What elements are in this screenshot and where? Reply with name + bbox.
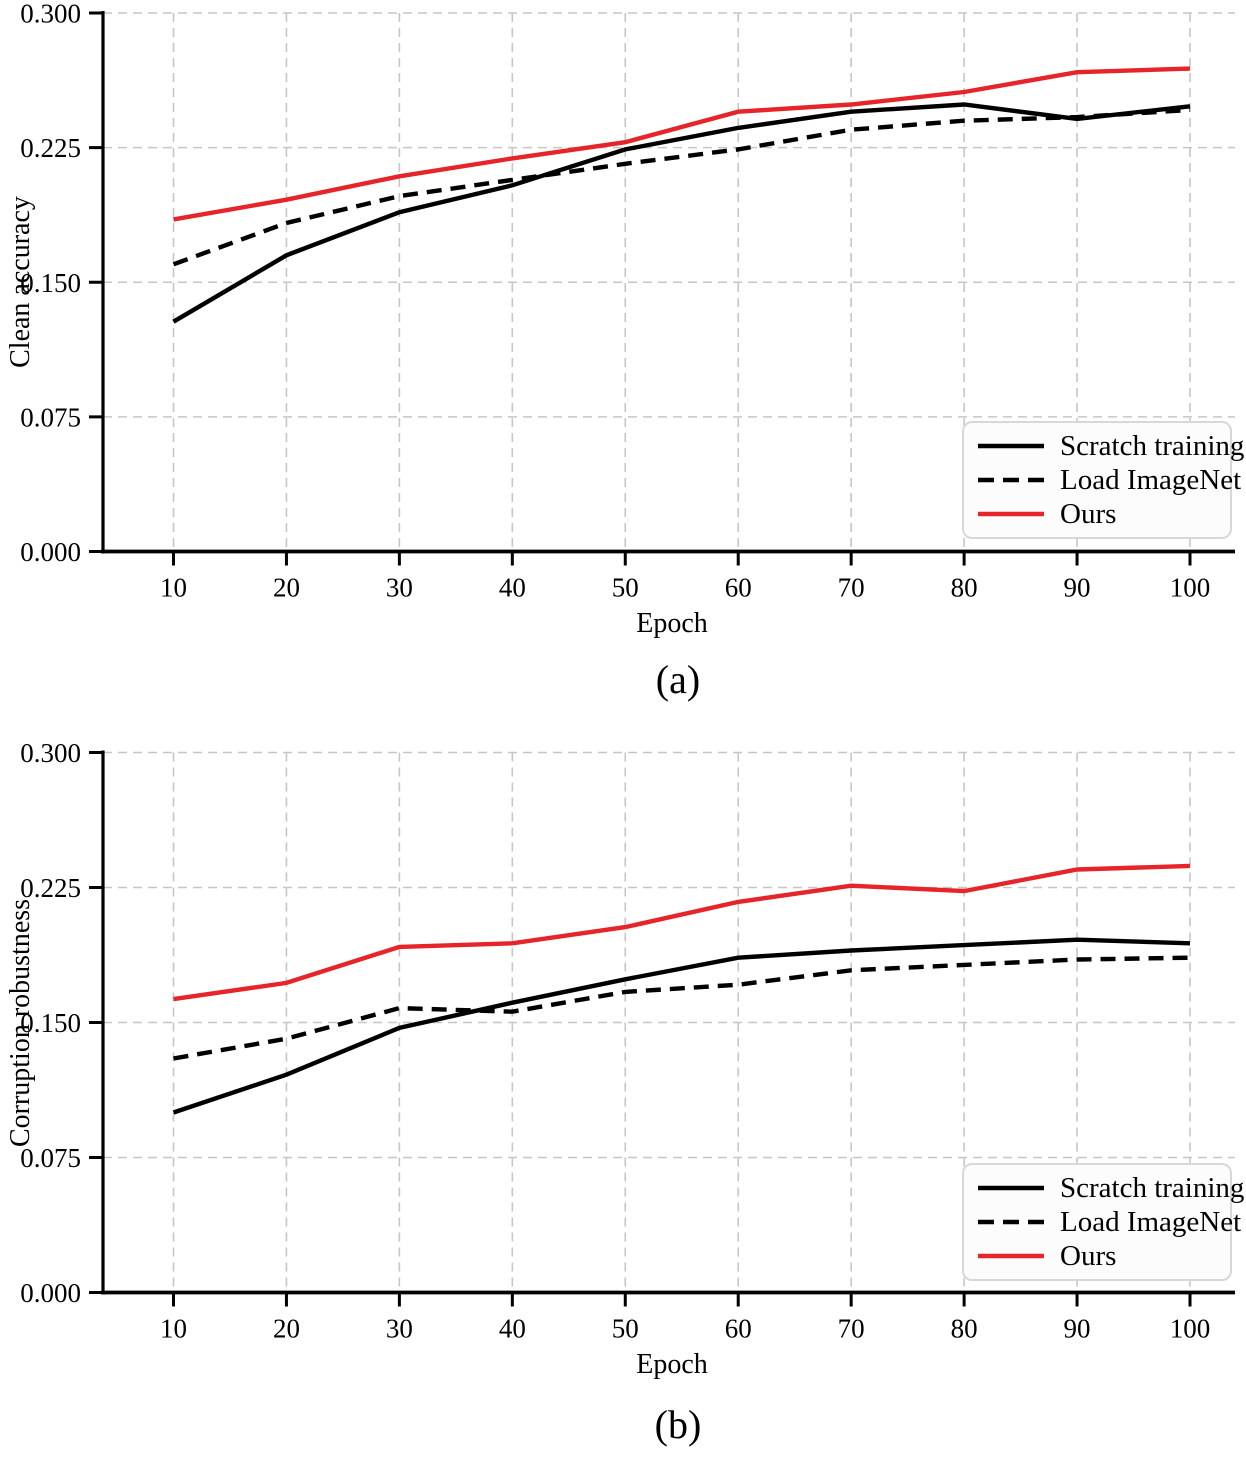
x-tick-label: 10 (160, 573, 187, 603)
x-tick-label: 40 (499, 1314, 526, 1344)
x-tick-label: 50 (612, 573, 639, 603)
chart-a-section: 10 20 30 40 50 60 70 80 90 100 0.000 0.075 0.150 0.22… (5, 0, 1244, 702)
legend-item: Ours (978, 1239, 1222, 1272)
legend-label: Load ImageNet (1060, 463, 1242, 496)
chart-a-plot: 10 20 30 40 50 60 70 80 90 100 0.000 0.075 0.150 0.22… (20, 0, 1235, 603)
series-line-ours (173, 66, 1191, 222)
legend-line-sample (978, 1253, 1044, 1259)
x-tick-label: 10 (160, 1314, 187, 1344)
chart-b-legend: Scratch training Load ImageNet Ours (962, 1163, 1244, 1281)
y-tick-label: 0.000 (20, 1278, 81, 1308)
x-tick-label: 70 (838, 1314, 865, 1344)
x-tick-label: 30 (386, 573, 413, 603)
legend-item: Scratch training (978, 431, 1244, 461)
legend-label: Ours (1060, 497, 1117, 530)
series-line-scratch-training (172, 102, 1191, 324)
x-tick-label: 60 (725, 1314, 752, 1344)
chart-b-section: 10 20 30 40 50 60 70 80 90 100 0.000 0.075 0.150 0.22… (0, 733, 1246, 1466)
x-tick-label: 80 (951, 573, 978, 603)
legend-item: Ours (978, 497, 1222, 530)
y-tick-label: 0.150 (20, 268, 81, 298)
x-tick-label: 20 (273, 1314, 300, 1344)
series-line-load-imagenet (173, 955, 1191, 1061)
x-tick-label: 50 (612, 1314, 639, 1344)
x-tick-label: 30 (386, 1314, 413, 1344)
x-tick-label: 40 (499, 573, 526, 603)
x-tick-label: 100 (1170, 573, 1211, 603)
x-tick-label: 70 (838, 573, 865, 603)
legend-line-sample (978, 443, 1044, 449)
chart-a-y-axis-label: Clean accuracy (5, 196, 36, 368)
chart-a-caption: (a) (655, 657, 701, 702)
y-tick-label: 0.075 (20, 1143, 81, 1173)
y-tick-label: 0.075 (20, 402, 81, 432)
legend-line-sample (978, 511, 1044, 517)
y-tick-label: 0.300 (20, 738, 81, 768)
x-tick-label: 100 (1170, 1314, 1211, 1344)
series-line-load-imagenet (172, 107, 1191, 267)
chart-b-y-axis-label: Corruption robustness (5, 898, 36, 1148)
legend-label: Ours (1060, 1239, 1117, 1272)
legend-item: Load ImageNet (978, 1207, 1241, 1237)
series-line-scratch-training (172, 937, 1191, 1115)
series-line-ours (173, 863, 1191, 1002)
legend-label: Scratch training (1060, 429, 1245, 462)
legend-line-sample (978, 1185, 1044, 1191)
x-tick-label: 90 (1064, 1314, 1091, 1344)
x-tick-label: 80 (951, 1314, 978, 1344)
chart-b-caption: (b) (654, 1402, 702, 1447)
y-tick-label: 0.225 (20, 873, 81, 903)
legend-label: Scratch training (1060, 1171, 1245, 1204)
x-tick-label: 90 (1064, 573, 1091, 603)
legend-label: Load ImageNet (1060, 1205, 1242, 1238)
chart-b-x-axis-label: Epoch (636, 1349, 708, 1380)
y-tick-label: 0.150 (20, 1008, 81, 1038)
legend-line-sample (978, 1219, 1044, 1225)
y-tick-label: 0.225 (20, 133, 81, 163)
y-tick-label: 0.300 (20, 0, 81, 29)
legend-item: Load ImageNet (978, 465, 1241, 495)
legend-line-sample (978, 477, 1044, 483)
chart-b-plot: 10 20 30 40 50 60 70 80 90 100 0.000 0.075 0.150 0.22… (20, 738, 1235, 1344)
x-tick-label: 60 (725, 573, 752, 603)
x-tick-label: 20 (273, 573, 300, 603)
chart-a-legend: Scratch training Load ImageNet Ours (962, 421, 1244, 539)
chart-a-x-axis-label: Epoch (636, 608, 708, 639)
y-tick-label: 0.000 (20, 537, 81, 567)
legend-item: Scratch training (978, 1173, 1244, 1203)
